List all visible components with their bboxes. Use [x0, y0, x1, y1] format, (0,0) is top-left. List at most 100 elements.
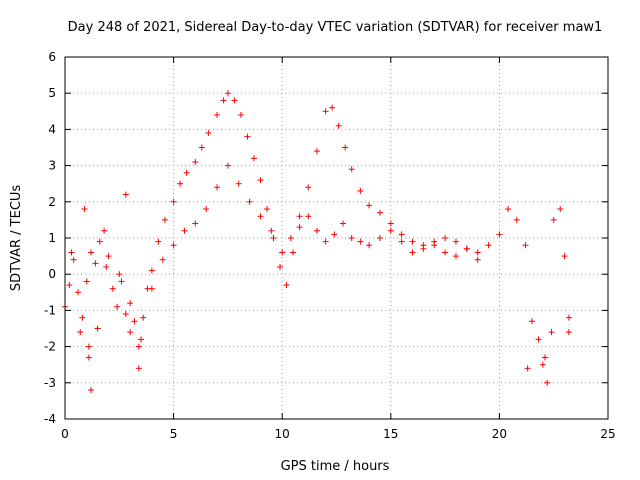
data-point [322, 108, 329, 115]
data-point [131, 318, 138, 325]
data-point [177, 180, 184, 187]
x-tick-label: 15 [383, 427, 398, 441]
data-point [305, 184, 312, 191]
data-point [122, 311, 129, 318]
data-point [442, 249, 449, 256]
data-point [366, 242, 373, 249]
data-point [474, 256, 481, 263]
data-point [296, 224, 303, 231]
x-tick-label: 0 [61, 427, 69, 441]
data-point [565, 314, 572, 321]
data-point [535, 336, 542, 343]
x-axis-label: GPS time / hours [281, 459, 390, 474]
data-point [96, 238, 103, 245]
y-tick-label: -4 [44, 412, 56, 426]
data-point [140, 314, 147, 321]
data-point [170, 242, 177, 249]
data-point [244, 133, 251, 140]
data-point [348, 166, 355, 173]
data-point [340, 220, 347, 227]
data-point [68, 249, 75, 256]
data-point [103, 263, 110, 270]
data-point [296, 213, 303, 220]
data-point [246, 198, 253, 205]
data-point [398, 231, 405, 238]
data-point [94, 325, 101, 332]
y-tick-label: 0 [48, 267, 56, 281]
data-point [331, 231, 338, 238]
data-point [357, 187, 364, 194]
data-point [366, 202, 373, 209]
data-point [155, 238, 162, 245]
data-point [387, 227, 394, 234]
data-point [127, 329, 134, 336]
data-point [135, 365, 142, 372]
data-point [235, 180, 242, 187]
data-point [387, 220, 394, 227]
data-point [335, 122, 342, 129]
data-point [148, 267, 155, 274]
grid-lines [65, 57, 608, 419]
data-point [485, 242, 492, 249]
data-point [66, 282, 73, 289]
y-tick-label: 5 [48, 86, 56, 100]
data-point [192, 220, 199, 227]
data-point [329, 104, 336, 111]
data-point [122, 191, 129, 198]
data-point [409, 249, 416, 256]
data-point [77, 329, 84, 336]
data-point [442, 235, 449, 241]
data-point [452, 253, 459, 260]
data-point [224, 162, 231, 169]
x-tick-label: 20 [492, 427, 507, 441]
data-point [237, 111, 244, 118]
data-point [114, 303, 121, 310]
y-tick-label: -2 [44, 340, 56, 354]
data-point [105, 253, 112, 260]
data-point [214, 111, 221, 118]
data-point [420, 245, 427, 252]
data-point [528, 318, 535, 325]
data-point [268, 227, 275, 234]
data-point [257, 177, 264, 184]
data-point [544, 379, 551, 386]
data-point [542, 354, 549, 361]
data-point [192, 158, 199, 165]
data-point [376, 209, 383, 216]
data-point [135, 343, 142, 350]
data-point [277, 263, 284, 270]
plot-frame [64, 56, 609, 420]
data-point [148, 285, 155, 292]
data-point [283, 282, 290, 289]
data-point [92, 260, 99, 267]
data-point [279, 249, 286, 256]
y-tick-label: 2 [48, 195, 56, 209]
data-point [85, 343, 92, 350]
data-point [474, 249, 481, 256]
data-point [85, 354, 92, 361]
data-point [452, 238, 459, 245]
y-tick-label: -1 [44, 303, 56, 317]
y-axis-label: SDTVAR / TECUs [9, 185, 24, 292]
data-point [565, 329, 572, 336]
data-point [161, 216, 168, 223]
data-point [522, 242, 529, 249]
data-point [257, 213, 264, 220]
data-point [463, 245, 470, 252]
x-tick-label: 5 [170, 427, 178, 441]
y-tick-label: 6 [48, 50, 56, 64]
data-point [138, 336, 145, 343]
data-point [313, 148, 320, 155]
data-point [524, 365, 531, 372]
data-point [322, 238, 329, 245]
data-point [398, 238, 405, 245]
data-point [118, 278, 125, 285]
data-point [83, 278, 90, 285]
data-point [75, 289, 82, 296]
data-point [357, 238, 364, 245]
data-point [88, 249, 95, 256]
y-tick-label: 3 [48, 159, 56, 173]
y-tick-label: -3 [44, 376, 56, 390]
data-point [287, 235, 294, 241]
